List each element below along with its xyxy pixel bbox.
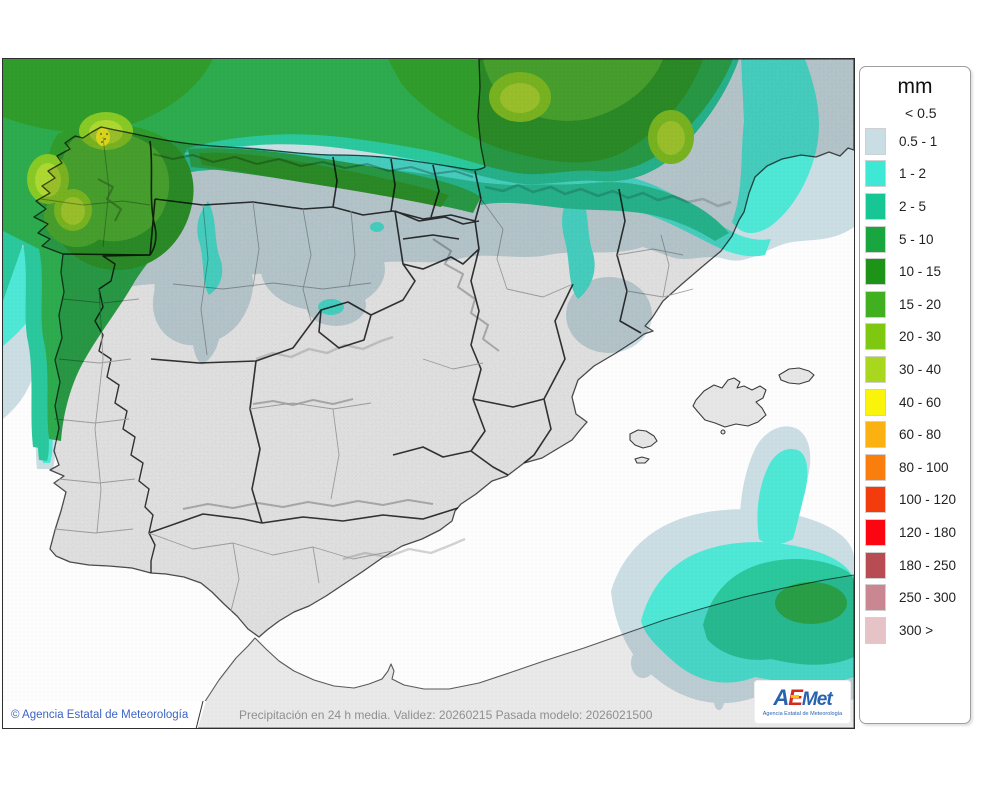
legend-swatch bbox=[865, 388, 886, 416]
stipple-texture bbox=[3, 59, 854, 728]
legend-swatch bbox=[865, 486, 886, 514]
legend-entry-label: 120 - 180 bbox=[899, 524, 957, 540]
logo-letter-e: E bbox=[788, 684, 803, 710]
legend-entry-label: 1 - 2 bbox=[899, 166, 927, 182]
legend-entry-label: 30 - 40 bbox=[899, 361, 942, 377]
legend-entry: 30 - 40 bbox=[860, 353, 970, 386]
legend-entry-label: 250 - 300 bbox=[899, 590, 957, 606]
aemet-logo-tagline: Agencia Estatal de Meteorología bbox=[762, 710, 843, 717]
legend-entry: 100 - 120 bbox=[860, 484, 970, 517]
legend-swatch bbox=[865, 290, 886, 318]
legend-swatch bbox=[865, 616, 886, 644]
copyright-box: © Agencia Estatal de Meteorología bbox=[3, 701, 206, 728]
legend-entry-label: 80 - 100 bbox=[899, 459, 949, 475]
legend-swatch bbox=[865, 258, 886, 286]
legend-swatch bbox=[865, 551, 886, 579]
logo-letters-met: Met bbox=[801, 688, 833, 710]
legend-swatch bbox=[865, 323, 886, 351]
aemet-logo: AEMet Agencia Estatal de Meteorología bbox=[754, 680, 851, 724]
legend-swatch bbox=[865, 453, 886, 481]
legend-title: mm bbox=[897, 75, 933, 98]
legend-entry-label: 5 - 10 bbox=[899, 231, 934, 247]
legend-entry: 2 - 5 bbox=[860, 190, 970, 223]
legend-swatch bbox=[865, 160, 886, 188]
legend-swatch bbox=[865, 225, 886, 253]
spain-precipitation-map bbox=[3, 59, 854, 728]
legend-entry-label: 20 - 30 bbox=[899, 329, 942, 345]
legend-entry-label: 60 - 80 bbox=[899, 427, 942, 443]
legend-entry-label: 180 - 250 bbox=[899, 557, 957, 573]
legend-entry-label: 300 > bbox=[899, 622, 934, 638]
logo-letter-a: A bbox=[773, 684, 789, 710]
legend-entry: 300 > bbox=[860, 614, 970, 647]
legend-entry-label: 10 - 15 bbox=[899, 264, 942, 280]
legend-entry: 20 - 30 bbox=[860, 321, 970, 354]
legend-entry: 80 - 100 bbox=[860, 451, 970, 484]
legend-entry: 180 - 250 bbox=[860, 549, 970, 582]
legend-entry-label: 15 - 20 bbox=[899, 296, 942, 312]
legend-entry: 15 - 20 bbox=[860, 288, 970, 321]
legend-entries: 0.5 - 1 1 - 2 2 - 5 5 - 10 10 - 15 15 - 20 20 … bbox=[860, 125, 970, 647]
legend-below-threshold: < 0.5 bbox=[905, 105, 937, 121]
legend-entry: 40 - 60 bbox=[860, 386, 970, 419]
legend-swatch bbox=[865, 192, 886, 220]
map-canvas: © Agencia Estatal de Meteorología Precip… bbox=[2, 58, 855, 729]
legend-swatch bbox=[865, 518, 886, 546]
legend-swatch bbox=[865, 127, 886, 155]
legend-swatch bbox=[865, 421, 886, 449]
copyright-text: © Agencia Estatal de Meteorología bbox=[11, 708, 189, 721]
legend-entry-label: 40 - 60 bbox=[899, 394, 942, 410]
legend-entry-label: 2 - 5 bbox=[899, 198, 927, 214]
legend-swatch bbox=[865, 355, 886, 383]
precipitation-legend: mm < 0.5 0.5 - 1 1 - 2 2 - 5 5 - 10 10 - 15 1… bbox=[859, 66, 971, 724]
legend-entry: 250 - 300 bbox=[860, 581, 970, 614]
legend-entry: 0.5 - 1 bbox=[860, 125, 970, 158]
legend-entry: 60 - 80 bbox=[860, 418, 970, 451]
legend-entry: 5 - 10 bbox=[860, 223, 970, 256]
model-info-text: Precipitación en 24 h media. Validez: 20… bbox=[239, 708, 653, 722]
legend-entry-label: 0.5 - 1 bbox=[899, 133, 938, 149]
legend-swatch bbox=[865, 584, 886, 612]
aemet-logo-wordmark: AEMet bbox=[773, 684, 833, 710]
legend-entry: 1 - 2 bbox=[860, 158, 970, 191]
legend-entry: 10 - 15 bbox=[860, 255, 970, 288]
legend-entry-label: 100 - 120 bbox=[899, 492, 957, 508]
legend-entry: 120 - 180 bbox=[860, 516, 970, 549]
